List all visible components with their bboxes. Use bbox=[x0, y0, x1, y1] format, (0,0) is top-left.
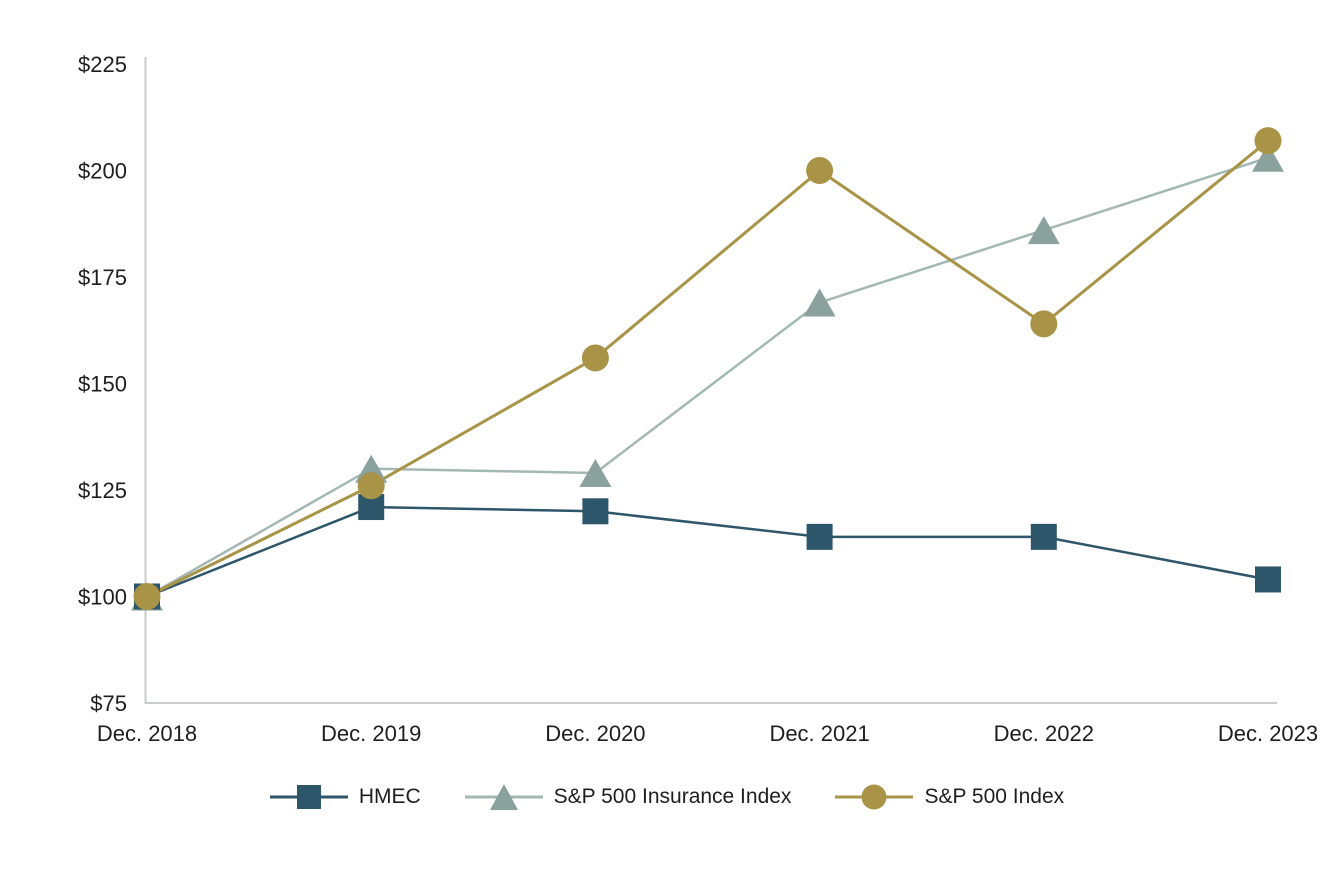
y-tick-label: $150 bbox=[78, 372, 127, 397]
sp500-circle-icon bbox=[835, 784, 914, 810]
legend-label-hmec: HMEC bbox=[358, 785, 421, 808]
sp500-insurance-triangle-icon bbox=[464, 784, 543, 810]
sp500-insurance-triangle-marker bbox=[1252, 143, 1284, 172]
legend-label-sp500-index: S&P 500 Index bbox=[924, 785, 1065, 808]
hmec-square-marker bbox=[1030, 523, 1057, 550]
sp500-circle-marker bbox=[806, 157, 834, 184]
sp500-circle-marker bbox=[1254, 127, 1282, 155]
y-tick-label: $125 bbox=[78, 478, 127, 503]
legend-label-sp500-insurance-index: S&P 500 Insurance Index bbox=[553, 785, 792, 808]
sp500-circle-marker bbox=[581, 344, 609, 372]
sp500-insurance-triangle-marker bbox=[803, 288, 836, 317]
legend-item-hmec: HMEC bbox=[268, 782, 421, 812]
hmec-square-marker bbox=[582, 498, 609, 525]
x-axis-label: Dec. 2019 bbox=[321, 721, 421, 746]
y-tick-label: $75 bbox=[90, 691, 127, 716]
legend-item-sp500-index: S&P 500 Index bbox=[833, 782, 1064, 812]
y-tick-label: $225 bbox=[78, 52, 127, 77]
hmec-square-icon bbox=[269, 785, 348, 809]
series-line-hmec bbox=[146, 505, 1269, 598]
x-axis-label: Dec. 2018 bbox=[97, 721, 197, 746]
sp500-circle-marker bbox=[133, 583, 161, 610]
x-axis-label: Dec. 2022 bbox=[994, 721, 1094, 746]
legend-item-sp500-insurance-index: S&P 500 Insurance Index bbox=[463, 782, 792, 812]
series-line-sp500 bbox=[146, 139, 1269, 598]
sp500-insurance-triangle-marker bbox=[579, 458, 612, 487]
series-line-sp500-insurance bbox=[146, 156, 1269, 598]
chart-legend: HMEC S&P 500 Insurance Index S&P 500 Ind… bbox=[0, 782, 1332, 812]
y-tick-label: $200 bbox=[78, 159, 127, 184]
sp500-circle-marker bbox=[357, 472, 385, 500]
sp500-insurance-triangle-marker bbox=[1027, 216, 1060, 245]
hmec-square-marker bbox=[1255, 566, 1281, 593]
y-tick-label: $100 bbox=[78, 585, 127, 610]
y-tick-label: $175 bbox=[78, 265, 127, 290]
sp500-circle-marker bbox=[1030, 310, 1058, 338]
hmec-square-marker bbox=[806, 523, 833, 550]
x-axis-label: Dec. 2020 bbox=[545, 721, 645, 746]
x-axis-label: Dec. 2021 bbox=[769, 721, 869, 746]
x-axis-label: Dec. 2023 bbox=[1218, 721, 1318, 746]
